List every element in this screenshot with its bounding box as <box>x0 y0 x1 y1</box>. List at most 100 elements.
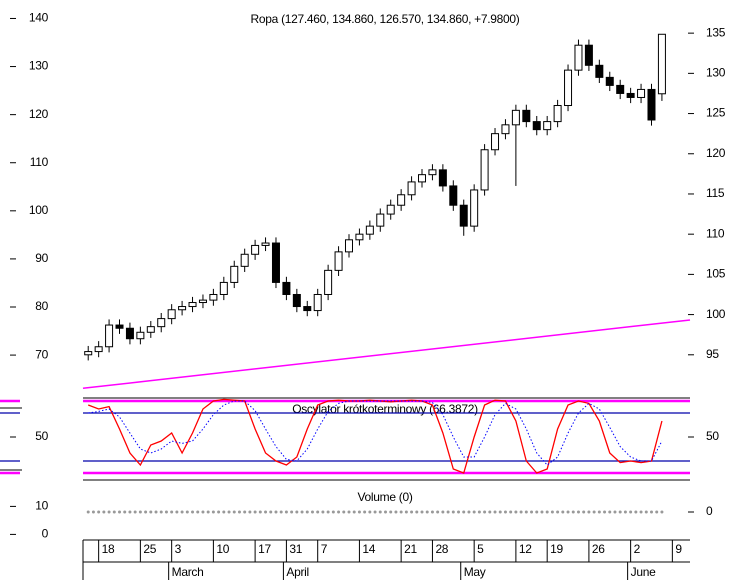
volume-dot <box>227 510 231 514</box>
volume-dot <box>457 510 461 514</box>
y2-tick-label: 110 <box>706 226 725 240</box>
candle-body <box>637 88 646 98</box>
volume-dot <box>91 510 95 514</box>
candle-body <box>365 225 374 235</box>
candle-body <box>616 84 625 94</box>
volume-dot <box>488 510 492 514</box>
volume-dot <box>175 510 179 514</box>
volume-dot <box>519 510 523 514</box>
candle-body <box>136 331 145 340</box>
volume-dot <box>331 510 335 514</box>
y2-tick-label: 125 <box>706 106 726 120</box>
volume-dot <box>279 510 283 514</box>
volume-dot <box>493 510 497 514</box>
candle-body <box>407 181 416 196</box>
volume-dot <box>258 510 262 514</box>
volume-dot <box>138 510 142 514</box>
volume-dot <box>274 510 278 514</box>
candle-body <box>334 251 343 271</box>
candle-body <box>449 185 458 206</box>
volume-dot <box>389 510 393 514</box>
volume-dot <box>123 510 127 514</box>
candle-body <box>282 281 291 295</box>
volume-dot <box>603 510 607 514</box>
volume-dot <box>613 510 617 514</box>
volume-dot <box>498 510 502 514</box>
y-tick-label: 90 <box>35 251 48 265</box>
y2-tick-label: 0 <box>706 504 713 518</box>
y-tick-label: 100 <box>29 203 49 217</box>
x-tick-label: 9 <box>675 542 682 556</box>
volume-dot <box>154 510 158 514</box>
volume-dot <box>337 510 341 514</box>
volume-dot <box>649 510 653 514</box>
volume-dot <box>185 510 189 514</box>
volume-dot <box>164 510 168 514</box>
volume-dot <box>232 510 236 514</box>
volume-dot <box>587 510 591 514</box>
candle-body <box>261 242 270 246</box>
y-tick-label: 120 <box>29 107 49 121</box>
x-tick-label: 18 <box>102 542 115 556</box>
candle-body <box>188 302 197 308</box>
candle-body <box>167 309 176 320</box>
volume-dot <box>284 510 288 514</box>
volume-dot <box>128 510 132 514</box>
y2-tick-label: 120 <box>706 146 726 160</box>
y-tick-label: 80 <box>35 299 48 313</box>
x-tick-label: 7 <box>321 542 328 556</box>
candle-body <box>271 242 280 283</box>
y2-tick-label: 135 <box>706 25 726 39</box>
volume-dot <box>133 510 137 514</box>
candle-body <box>209 293 218 301</box>
x-tick-label: 14 <box>362 542 375 556</box>
volume-dot <box>290 510 294 514</box>
candle-body <box>470 189 479 227</box>
candle-body <box>438 169 447 187</box>
y-tick-label: 70 <box>35 347 48 361</box>
volume-dot <box>436 510 440 514</box>
volume-dot <box>269 510 273 514</box>
volume-dot <box>118 510 122 514</box>
candle-body <box>480 149 489 191</box>
candle-body <box>397 194 406 206</box>
candle-body <box>574 44 583 71</box>
volume-dot <box>149 510 153 514</box>
candle-body <box>324 269 333 295</box>
trend-line <box>82 319 691 390</box>
x-tick-label: 5 <box>477 542 484 556</box>
volume-dot <box>180 510 184 514</box>
candle-body <box>230 265 239 283</box>
candle-body <box>605 76 614 86</box>
volume-dot <box>326 510 330 514</box>
x-tick-label: 25 <box>143 542 156 556</box>
month-label: April <box>286 565 309 579</box>
volume-dot <box>373 510 377 514</box>
volume-dot <box>644 510 648 514</box>
x-tick-label: 3 <box>175 542 182 556</box>
volume-dot <box>384 510 387 514</box>
volume-dot <box>305 510 309 514</box>
candle-body <box>376 213 385 227</box>
volume-dot <box>112 510 116 514</box>
volume-dot <box>535 510 539 514</box>
candle-body <box>178 306 187 311</box>
candle-body <box>647 88 656 121</box>
x-tick-label: 19 <box>550 542 563 556</box>
candle-body <box>292 293 301 308</box>
volume-dot <box>467 510 471 514</box>
candle-body <box>564 69 573 107</box>
volume-dot <box>472 510 476 514</box>
volume-dot <box>237 510 241 514</box>
candle-body <box>522 109 531 123</box>
candle-body <box>532 121 541 131</box>
volume-dot <box>159 510 163 514</box>
volume-dot <box>295 510 299 514</box>
volume-dot <box>170 510 174 514</box>
volume-dot <box>368 510 372 514</box>
volume-dot <box>264 510 268 514</box>
y-tick-label: 110 <box>30 155 49 169</box>
volume-dot <box>321 510 325 514</box>
candle-body <box>459 204 468 227</box>
